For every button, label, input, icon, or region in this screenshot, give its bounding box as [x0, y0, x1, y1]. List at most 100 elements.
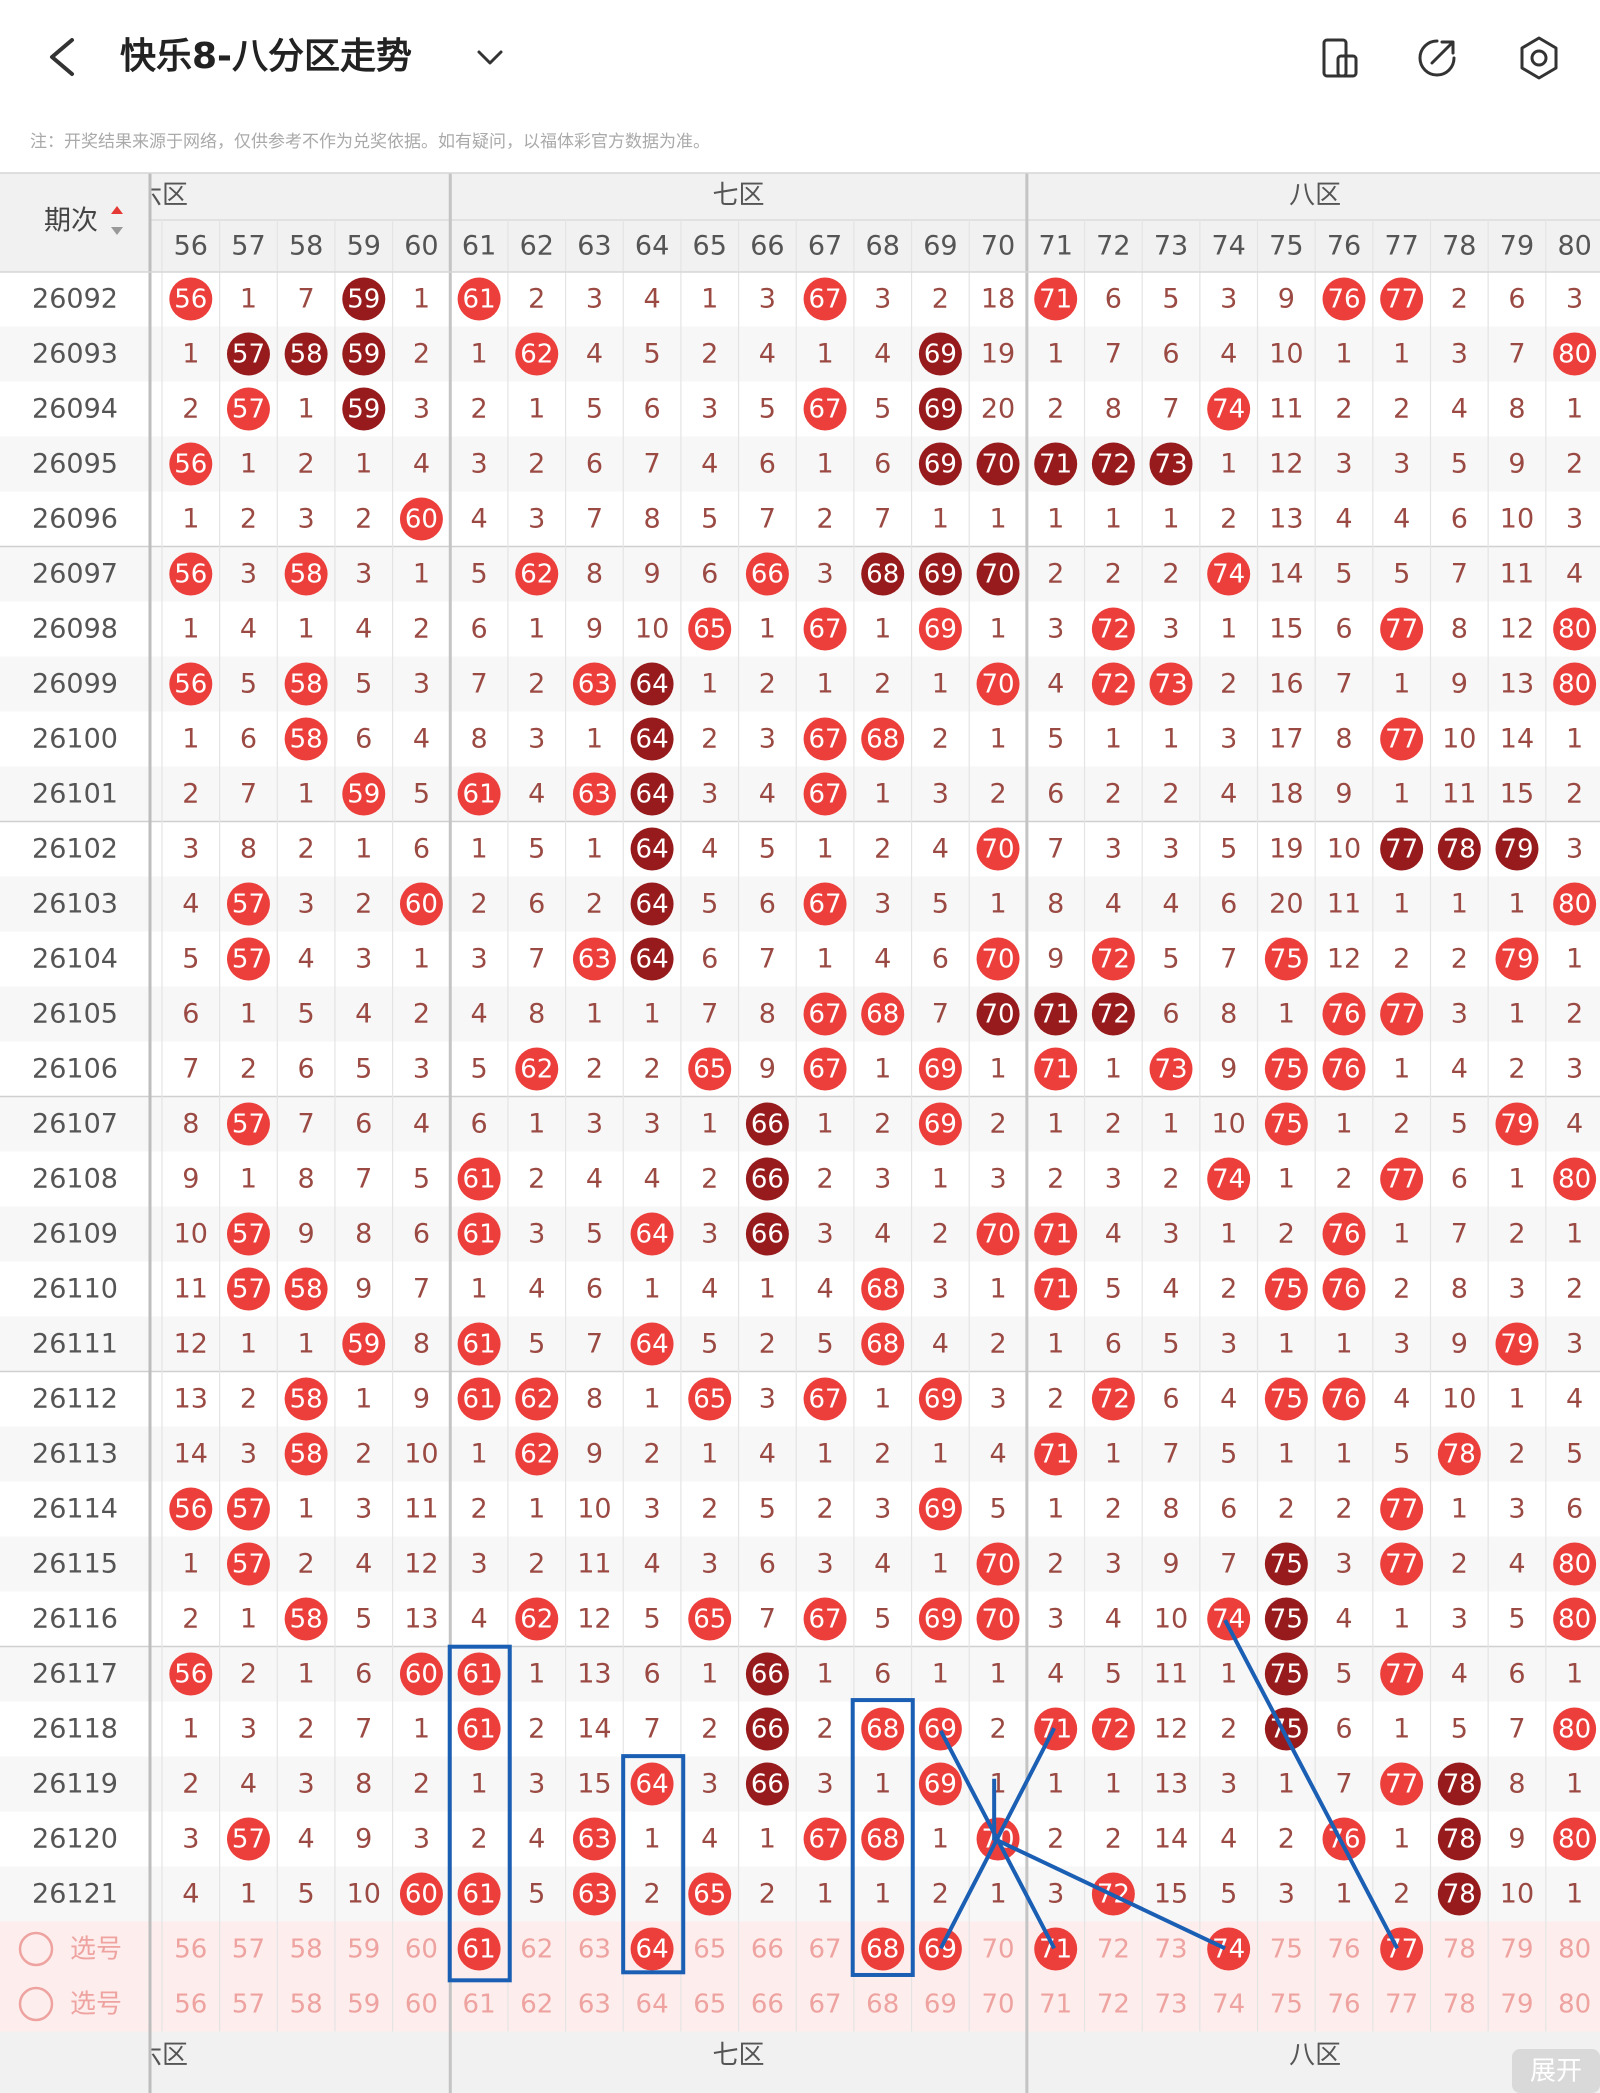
- select-number[interactable]: 78: [1443, 1990, 1476, 2020]
- hit-ball: [1553, 1157, 1597, 1201]
- omission-number: 5: [1220, 1879, 1237, 1910]
- select-number[interactable]: 60: [405, 1935, 438, 1965]
- omission-number: 5: [816, 1329, 833, 1360]
- column-header: 73: [1154, 231, 1188, 262]
- select-number[interactable]: 59: [347, 1935, 380, 1965]
- select-number[interactable]: 75: [1270, 1990, 1303, 2020]
- hit-number: 60: [405, 505, 438, 535]
- omission-number: 10: [347, 1879, 381, 1910]
- omission-number: 3: [1508, 1494, 1525, 1525]
- expand-button-bg[interactable]: [1512, 2049, 1600, 2093]
- column-header: 60: [404, 231, 438, 262]
- hit-number: 70: [981, 1550, 1014, 1580]
- hit-number: 72: [1097, 615, 1130, 645]
- picked-ball[interactable]: [1207, 1927, 1251, 1971]
- column-header: 66: [750, 231, 784, 262]
- omission-number: 8: [1508, 394, 1525, 425]
- select-number[interactable]: 65: [693, 1990, 726, 2020]
- select-number[interactable]: 65: [693, 1935, 726, 1965]
- hit-ball: [169, 1652, 213, 1696]
- picked-ball[interactable]: [1034, 1927, 1078, 1971]
- select-number[interactable]: 57: [232, 1935, 265, 1965]
- select-number[interactable]: 72: [1097, 1935, 1130, 1965]
- select-number[interactable]: 60: [405, 1990, 438, 2020]
- select-number[interactable]: 79: [1500, 1935, 1533, 1965]
- select-number[interactable]: 67: [809, 1935, 842, 1965]
- select-number[interactable]: 61: [463, 1990, 496, 2020]
- hit-number: 75: [1270, 1055, 1303, 1085]
- dropdown-toggle[interactable]: [477, 50, 503, 65]
- select-number[interactable]: 66: [751, 1990, 784, 2020]
- hit-ball: [803, 772, 847, 816]
- select-number[interactable]: 79: [1500, 1990, 1533, 2020]
- select-number[interactable]: 70: [981, 1935, 1014, 1965]
- select-number[interactable]: 57: [232, 1990, 265, 2020]
- hit-number: 75: [1270, 1660, 1303, 1690]
- select-number[interactable]: 59: [347, 1990, 380, 2020]
- hit-number: 56: [174, 560, 207, 590]
- select-number[interactable]: 56: [174, 1990, 207, 2020]
- select-number[interactable]: 70: [981, 1990, 1014, 2020]
- select-label[interactable]: 选号: [70, 1990, 122, 2020]
- omission-number: 4: [413, 449, 430, 480]
- omission-number: 6: [643, 1659, 660, 1690]
- omission-number: 8: [355, 1219, 372, 1250]
- select-number[interactable]: 73: [1154, 1990, 1187, 2020]
- select-radio[interactable]: [18, 1986, 54, 2022]
- select-number[interactable]: 71: [1039, 1990, 1072, 2020]
- picked-ball[interactable]: [457, 1927, 501, 1971]
- omission-number: 1: [989, 1659, 1006, 1690]
- select-number[interactable]: 63: [578, 1935, 611, 1965]
- select-number[interactable]: 75: [1270, 1935, 1303, 1965]
- select-radio[interactable]: [18, 1931, 54, 1967]
- select-number[interactable]: 69: [924, 1990, 957, 2020]
- hit-number: 62: [520, 340, 553, 370]
- select-number[interactable]: 73: [1154, 1935, 1187, 1965]
- hit-ball: [1322, 1267, 1366, 1311]
- share-button[interactable]: [1418, 39, 1456, 77]
- select-label[interactable]: 选号: [70, 1935, 122, 1965]
- hit-ball: [630, 1322, 674, 1366]
- select-number[interactable]: 77: [1385, 1990, 1418, 2020]
- repeat-ball: [1264, 1652, 1308, 1696]
- select-number[interactable]: 68: [866, 1990, 899, 2020]
- hit-number: 64: [636, 1770, 669, 1800]
- select-number[interactable]: 80: [1558, 1990, 1591, 2020]
- omission-number: 5: [413, 779, 430, 810]
- settings-button[interactable]: [1520, 36, 1558, 80]
- select-number[interactable]: 66: [751, 1935, 784, 1965]
- omission-number: 3: [1105, 1549, 1122, 1580]
- expand-button[interactable]: 展开: [1530, 2057, 1582, 2087]
- select-number[interactable]: 72: [1097, 1990, 1130, 2020]
- column-header: 75: [1269, 231, 1303, 262]
- hit-ball: [803, 1377, 847, 1421]
- picked-ball[interactable]: [630, 1927, 674, 1971]
- hit-number: 68: [866, 1000, 899, 1030]
- layout-button[interactable]: [1322, 38, 1358, 78]
- select-number[interactable]: 74: [1212, 1990, 1245, 2020]
- picked-ball[interactable]: [918, 1927, 962, 1971]
- select-number[interactable]: 67: [809, 1990, 842, 2020]
- picked-ball[interactable]: [861, 1927, 905, 1971]
- select-number[interactable]: 62: [520, 1935, 553, 1965]
- back-button[interactable]: [50, 38, 74, 76]
- hit-number: 62: [520, 1055, 553, 1085]
- hit-ball: [1380, 1487, 1424, 1531]
- omission-number: 2: [471, 1824, 488, 1855]
- hit-ball: [1091, 1707, 1135, 1751]
- select-number[interactable]: 58: [290, 1935, 323, 1965]
- omission-number: 2: [240, 504, 257, 535]
- select-number[interactable]: 76: [1327, 1990, 1360, 2020]
- select-number[interactable]: 78: [1443, 1935, 1476, 1965]
- select-number[interactable]: 76: [1327, 1935, 1360, 1965]
- select-number[interactable]: 58: [290, 1990, 323, 2020]
- select-number[interactable]: 56: [174, 1935, 207, 1965]
- select-number[interactable]: 64: [636, 1990, 669, 2020]
- period-header[interactable]: 期次: [44, 206, 98, 237]
- omission-number: 4: [528, 1274, 545, 1305]
- select-number[interactable]: 63: [578, 1990, 611, 2020]
- select-number[interactable]: 80: [1558, 1935, 1591, 1965]
- select-number[interactable]: 62: [520, 1990, 553, 2020]
- hit-ball: [1322, 1212, 1366, 1256]
- omission-number: 11: [1442, 779, 1476, 810]
